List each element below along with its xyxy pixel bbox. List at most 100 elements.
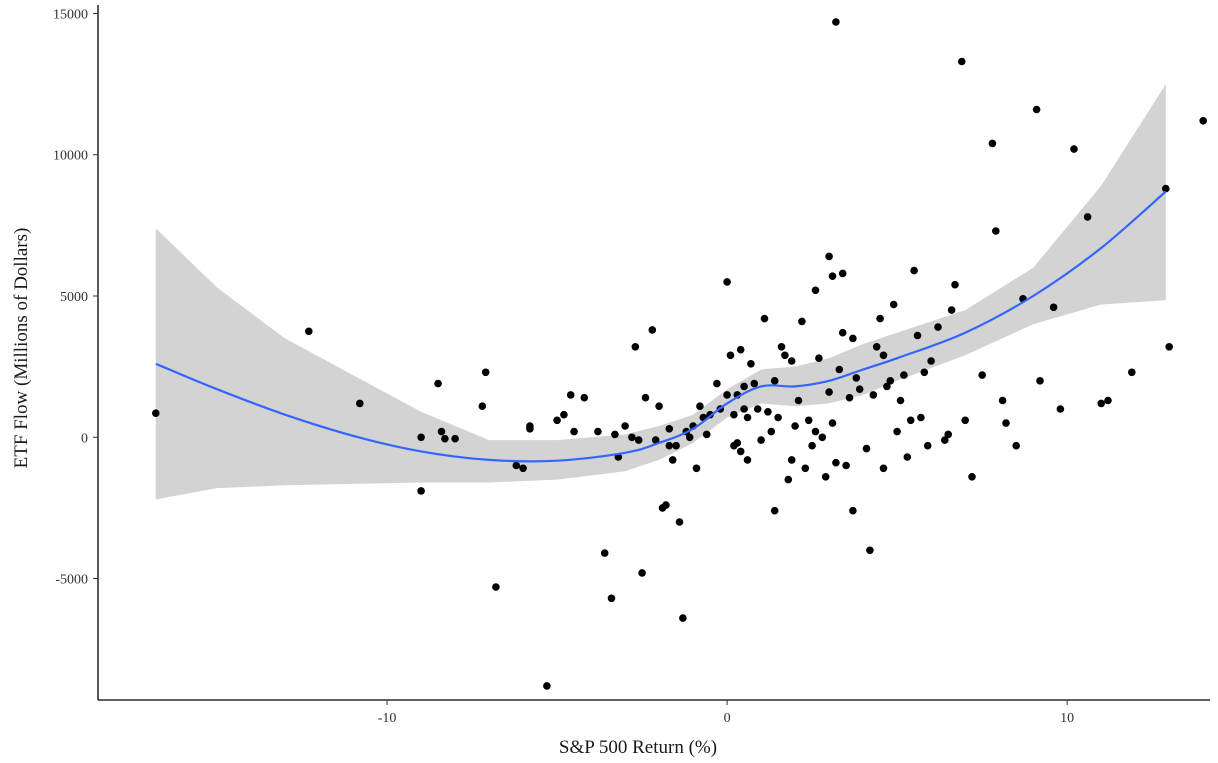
data-point <box>1104 396 1112 405</box>
data-point <box>743 413 752 422</box>
data-point <box>876 314 884 323</box>
data-point <box>927 357 935 365</box>
smooth-trend-line <box>155 190 1167 463</box>
data-point <box>883 382 891 391</box>
data-point <box>941 436 949 444</box>
data-point <box>492 583 500 591</box>
data-point <box>417 433 425 442</box>
data-point <box>832 458 840 467</box>
data-point <box>838 269 847 278</box>
confidence-band-layer <box>155 84 1166 500</box>
data-point <box>733 439 742 447</box>
data-point <box>679 614 687 622</box>
data-point <box>692 464 701 473</box>
data-point <box>825 388 833 396</box>
data-point <box>842 461 850 470</box>
data-point <box>526 422 534 430</box>
data-point <box>872 343 881 351</box>
data-point <box>787 357 796 365</box>
data-point <box>917 413 925 422</box>
data-point <box>1049 303 1058 312</box>
data-point <box>437 427 446 436</box>
data-point <box>441 434 449 443</box>
data-point <box>791 422 799 430</box>
data-point <box>992 227 1000 235</box>
data-point <box>760 314 769 323</box>
data-point <box>607 594 616 603</box>
data-point <box>747 360 755 368</box>
x-tick-label: 0 <box>724 711 731 726</box>
data-point <box>838 328 847 337</box>
data-point <box>543 682 551 690</box>
data-point <box>631 343 640 351</box>
data-point <box>770 506 779 515</box>
data-point <box>811 286 820 295</box>
data-point <box>594 427 602 436</box>
data-point <box>781 351 789 360</box>
data-point <box>886 377 895 385</box>
data-point <box>811 427 820 436</box>
data-point <box>818 433 827 442</box>
data-point <box>1036 377 1044 385</box>
data-point <box>662 501 670 509</box>
data-point <box>696 402 704 411</box>
data-point <box>845 393 854 402</box>
data-point <box>787 456 796 464</box>
y-tick-label: -5000 <box>55 573 88 588</box>
data-point <box>1032 105 1041 114</box>
data-point <box>600 549 609 557</box>
data-point <box>828 272 837 281</box>
data-point <box>900 371 908 379</box>
data-point <box>1012 441 1020 450</box>
data-point <box>825 252 833 261</box>
data-point <box>1162 184 1170 193</box>
data-point <box>777 343 786 351</box>
data-point <box>879 464 888 473</box>
data-point <box>668 456 677 464</box>
data-point <box>740 405 748 413</box>
data-point <box>934 323 942 331</box>
data-point <box>1002 419 1010 427</box>
data-point <box>862 444 871 453</box>
y-tick-label: 0 <box>81 431 88 446</box>
data-point <box>951 280 959 289</box>
x-tick-label: -10 <box>378 711 397 726</box>
data-point <box>665 425 674 433</box>
data-point <box>736 345 745 354</box>
data-point <box>750 379 759 388</box>
data-point <box>923 441 932 450</box>
data-point <box>702 430 711 439</box>
data-point <box>770 377 779 385</box>
data-point <box>849 334 857 343</box>
data-point <box>828 419 837 427</box>
data-point <box>866 546 874 555</box>
data-point <box>417 487 425 495</box>
data-point <box>621 422 629 430</box>
data-point <box>655 402 663 411</box>
data-point <box>648 326 657 334</box>
data-point <box>1083 213 1092 221</box>
data-point <box>832 18 840 26</box>
data-point <box>889 300 898 309</box>
data-point <box>743 456 752 464</box>
data-point <box>152 409 160 418</box>
data-point <box>628 433 636 442</box>
data-point <box>675 518 684 526</box>
y-axis-title: ETF Flow (Millions of Dollars) <box>11 228 32 469</box>
axes: -10 0 10 -5000 0 5000 10000 15000 <box>53 5 1210 726</box>
data-point <box>893 427 901 436</box>
data-point <box>774 413 782 422</box>
data-point <box>920 368 929 377</box>
data-point <box>713 379 721 388</box>
data-point <box>478 402 487 411</box>
data-point <box>723 391 731 399</box>
data-point <box>879 351 888 360</box>
data-point <box>988 139 997 148</box>
data-point <box>1097 399 1105 408</box>
data-point <box>560 410 568 419</box>
data-point <box>740 382 748 391</box>
data-point <box>1070 145 1078 153</box>
data-point <box>896 396 905 405</box>
data-point <box>638 569 646 577</box>
